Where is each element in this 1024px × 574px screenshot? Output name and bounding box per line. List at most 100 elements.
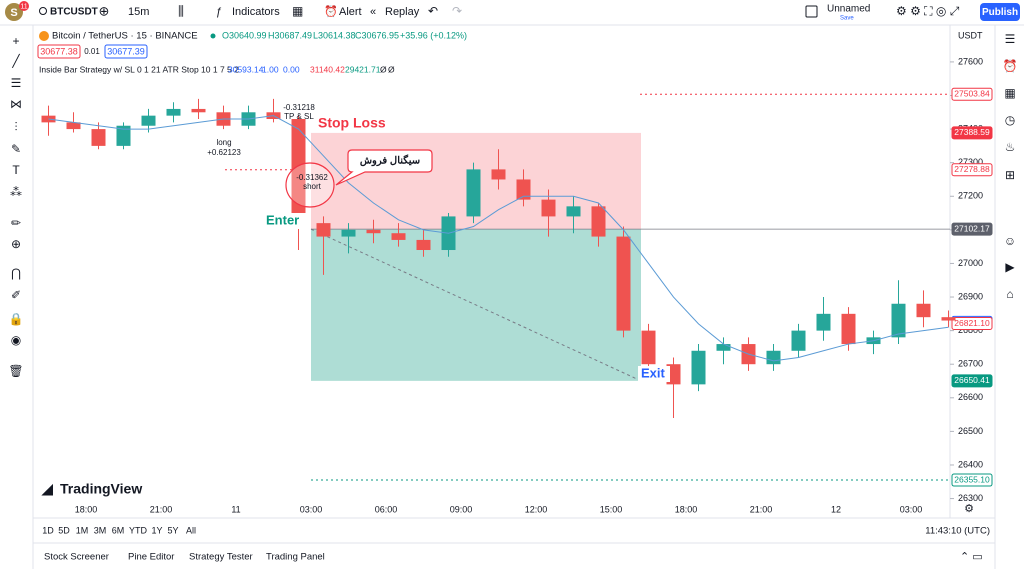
- tool-icon[interactable]: ◉: [11, 333, 21, 347]
- timeframe-button[interactable]: 5D: [58, 525, 70, 535]
- interval[interactable]: 15m: [128, 6, 149, 18]
- x-tick-label: 09:00: [450, 504, 473, 514]
- tool-icon[interactable]: ╱: [11, 53, 20, 68]
- tool-icon[interactable]: 🔒: [9, 312, 24, 326]
- panel-tab[interactable]: Trading Panel: [266, 552, 325, 563]
- strategy-value: 30593.14: [228, 64, 264, 74]
- bid: 30677.38: [40, 46, 78, 56]
- legend-title: Bitcoin / TetherUS · 15 · BINANCE: [52, 31, 198, 42]
- left-toolbar: + ╱ ☰ ⋈ ⫶ ✎ T ⁂ ✏ ⊕ ⋂ ✐ 🔒 ◉ 🗑: [8, 34, 23, 378]
- clock: 11:43:10 (UTC): [925, 526, 990, 537]
- candle-body: [366, 229, 381, 234]
- panel-tab[interactable]: Strategy Tester: [189, 552, 253, 563]
- long-label: long: [216, 138, 231, 147]
- sidebar-icon[interactable]: ◷: [1005, 113, 1015, 127]
- tool-icon[interactable]: ⋂: [11, 266, 21, 280]
- sidebar-icon[interactable]: ▦: [1004, 86, 1015, 100]
- redo[interactable]: ↷: [452, 4, 462, 18]
- sidebar-icon[interactable]: ♨: [1005, 140, 1016, 154]
- x-tick-label: 21:00: [750, 504, 773, 514]
- exit-bg: [638, 366, 670, 382]
- tool-icon[interactable]: 🗑: [8, 364, 23, 378]
- avatar[interactable]: [5, 3, 23, 21]
- timeframe-button[interactable]: 1D: [42, 525, 54, 535]
- timeframe-button[interactable]: 5Y: [167, 525, 178, 535]
- bid-box[interactable]: [37, 44, 81, 59]
- short-value: -0.31362: [296, 173, 328, 182]
- settings-icons[interactable]: ⚙ ⚙ ⛶ ◎ ⤢: [896, 4, 959, 18]
- ask-box[interactable]: [104, 44, 148, 59]
- layouts-icon[interactable]: ▦: [292, 4, 303, 18]
- replay-icon[interactable]: «: [370, 6, 376, 18]
- tool-icon[interactable]: T: [12, 163, 20, 177]
- tool-icon[interactable]: ⊕: [11, 237, 21, 251]
- panel-tab[interactable]: Stock Screener: [44, 552, 109, 563]
- y-tick-label: 27200: [958, 191, 983, 201]
- sidebar-icon[interactable]: ▶: [1005, 260, 1015, 274]
- layout-checkbox[interactable]: [805, 5, 818, 18]
- tool-icon[interactable]: +: [12, 34, 19, 48]
- symbol-logo: [39, 31, 49, 41]
- candle-body: [466, 169, 481, 217]
- symbol[interactable]: BTCUSDT: [50, 7, 98, 18]
- chart: 2630026400265002660026700268002690027000…: [41, 56, 993, 514]
- candle-body: [566, 206, 581, 217]
- layout-name[interactable]: Unnamed: [827, 4, 870, 15]
- candle-body: [641, 330, 656, 365]
- alert-icon[interactable]: ⏰: [324, 4, 338, 18]
- timeframe-button[interactable]: 1M: [76, 525, 89, 535]
- spread: 0.01: [84, 47, 100, 56]
- price-label: 26821.10: [954, 318, 990, 328]
- sidebar-icon[interactable]: ⌂: [1006, 287, 1013, 301]
- y-tick-label: 26900: [958, 291, 983, 301]
- x-tick-label: 12:00: [525, 504, 548, 514]
- axis-settings[interactable]: ⚙: [964, 503, 974, 515]
- currency[interactable]: USDT: [958, 30, 983, 40]
- sidebar-icon[interactable]: ☰: [1005, 32, 1016, 46]
- strategy-name: Inside Bar Strategy w/ SL 0 1 21 ATR Sto…: [39, 64, 239, 74]
- sidebar-icon[interactable]: ☺: [1004, 234, 1016, 248]
- timeframe-button[interactable]: 3M: [94, 525, 107, 535]
- price-label: 27503.84: [954, 88, 990, 98]
- x-tick-label: 18:00: [75, 504, 98, 514]
- candle-body: [141, 115, 156, 126]
- price-label-box: [951, 126, 993, 140]
- tool-icon[interactable]: ✐: [11, 288, 21, 302]
- legend-open: O30640.99: [222, 30, 267, 40]
- tool-icon[interactable]: ☰: [11, 76, 22, 90]
- panel-tab[interactable]: Pine Editor: [128, 552, 174, 563]
- indicators-icon[interactable]: ƒ: [216, 6, 222, 18]
- candle-body: [716, 344, 731, 351]
- strategy-value: Ø: [388, 64, 395, 74]
- search-icon[interactable]: [39, 7, 47, 15]
- tool-icon[interactable]: ⫶: [14, 120, 17, 134]
- timeframe-button[interactable]: 6M: [112, 525, 125, 535]
- tool-icon[interactable]: ✎: [11, 142, 21, 156]
- candle-body: [491, 169, 506, 180]
- timeframe-button[interactable]: All: [186, 525, 196, 535]
- timeframe-button[interactable]: YTD: [129, 525, 148, 535]
- watermark: TradingView: [60, 481, 142, 497]
- panel-controls[interactable]: ⌃ ▭: [960, 551, 983, 563]
- tool-icon[interactable]: ✏: [11, 216, 21, 230]
- ask: 30677.39: [107, 46, 145, 56]
- tool-icon[interactable]: ⋈: [10, 97, 22, 111]
- indicators[interactable]: Indicators: [232, 6, 280, 18]
- legend-change: +35.96 (+0.12%): [400, 30, 467, 40]
- alert[interactable]: Alert: [339, 6, 362, 18]
- sidebar-icon[interactable]: ⊞: [1005, 168, 1015, 182]
- strategy-value: 31140.42: [310, 64, 345, 74]
- add-symbol[interactable]: ⊕: [99, 3, 110, 18]
- sidebar-icon[interactable]: ⏰: [1003, 58, 1018, 73]
- chart-style-icon[interactable]: ⫼: [178, 3, 184, 18]
- y-tick-label: 27300: [958, 157, 983, 167]
- signal-bubble: [335, 149, 433, 186]
- timeframe-button[interactable]: 1Y: [151, 525, 162, 535]
- undo[interactable]: ↶: [428, 4, 438, 18]
- publish-button[interactable]: [980, 3, 1020, 21]
- price-label: 27278.88: [954, 164, 990, 174]
- currency-box[interactable]: [955, 29, 985, 43]
- tool-icon[interactable]: ⁂: [10, 185, 22, 199]
- replay[interactable]: Replay: [385, 6, 420, 18]
